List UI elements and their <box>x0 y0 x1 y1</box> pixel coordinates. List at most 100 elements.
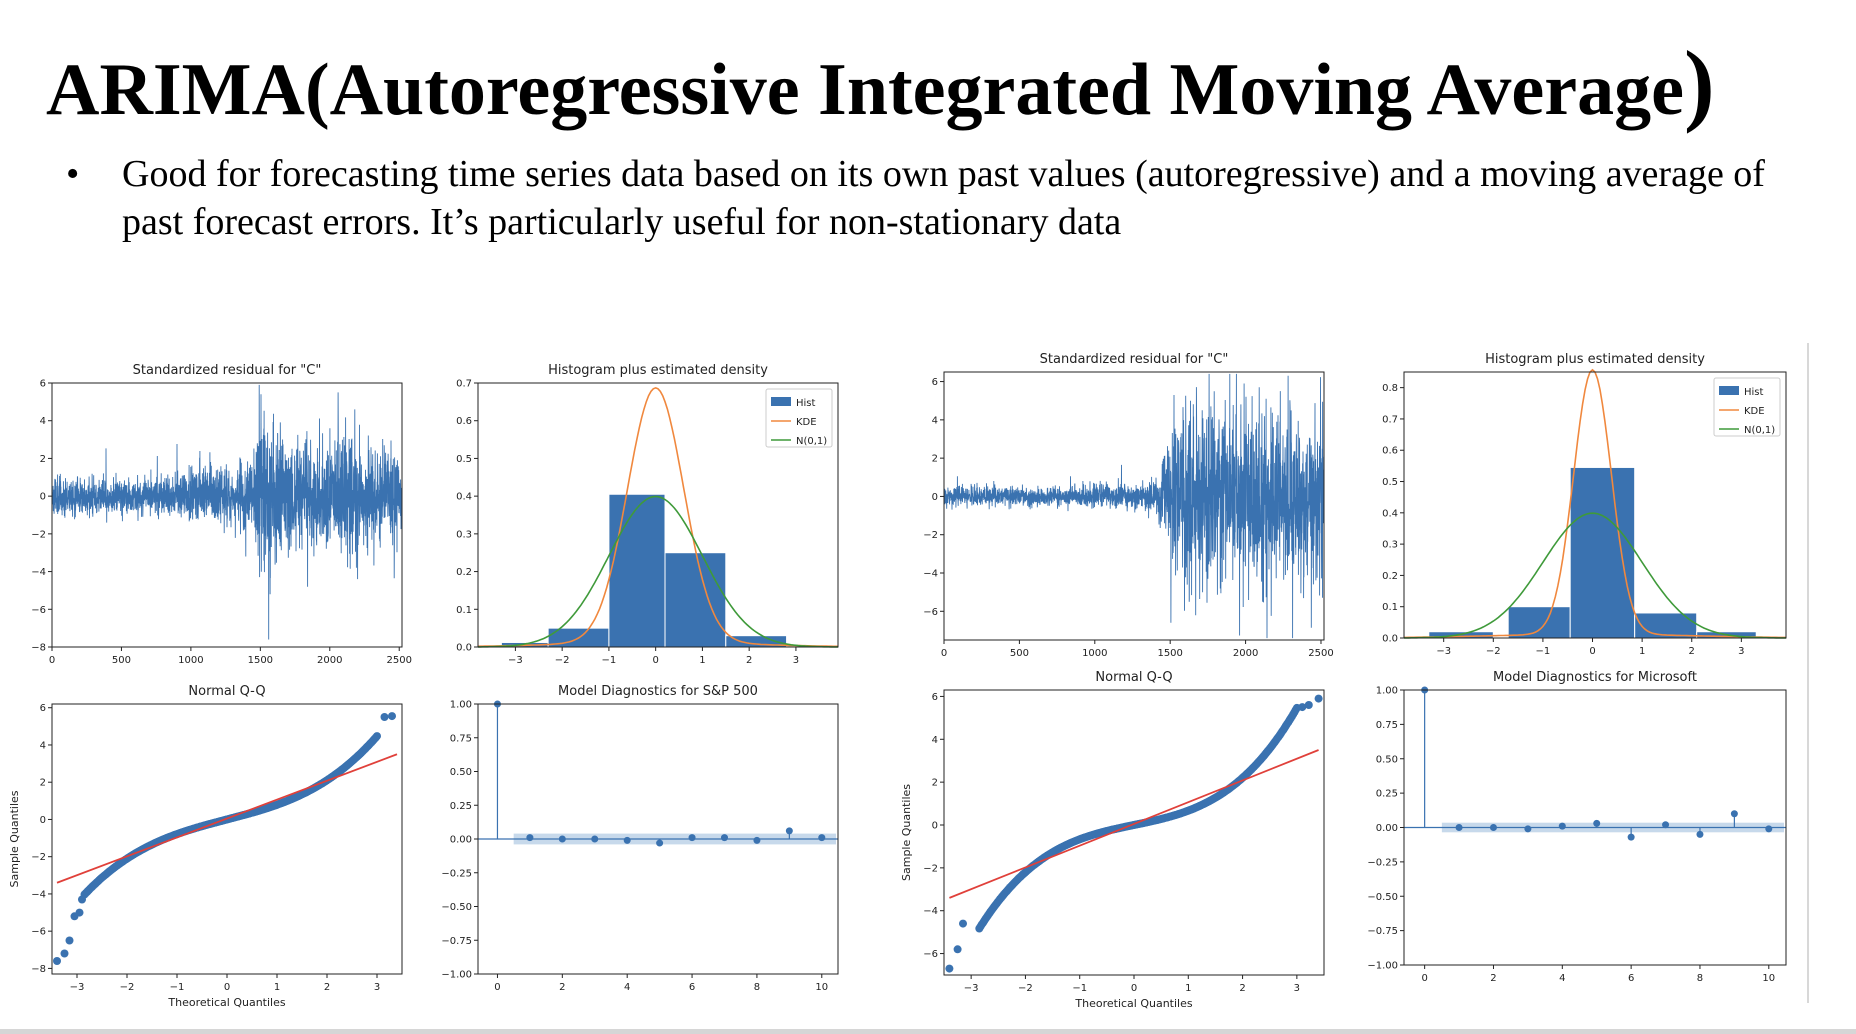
acf-marker <box>818 834 826 842</box>
y-tick-label: 0 <box>932 492 938 503</box>
x-tick-label: 1000 <box>1082 648 1107 659</box>
y-tick-label: −4 <box>923 569 938 580</box>
acf-marker <box>1455 824 1463 831</box>
x-tick-label: 0 <box>652 655 658 666</box>
y-tick-label: 0 <box>40 492 46 503</box>
y-tick-label: −2 <box>31 852 46 863</box>
y-tick-label: 0.00 <box>450 835 472 846</box>
x-tick-label: −2 <box>1018 983 1033 994</box>
x-tick-label: 3 <box>1738 646 1744 657</box>
normal-density-line <box>1404 512 1786 639</box>
legend: Hist KDE N(0,1) <box>1713 377 1781 437</box>
acf-marker <box>656 839 664 847</box>
y-tick-label: 0 <box>40 815 46 826</box>
y-tick-label: 0.50 <box>450 767 472 778</box>
x-tick-label: 500 <box>1010 648 1029 659</box>
y-tick-label: −6 <box>31 927 46 938</box>
diagnostics-panel-left: 6 4 2 0 −2 −4 −6 −8 0 500 1000 1500 2000 2500 Standard… <box>8 340 888 1025</box>
y-tick-label: 6 <box>932 377 938 388</box>
x-tick-label: 2 <box>1689 646 1695 657</box>
y-tick-label: 0.0 <box>1382 634 1398 645</box>
acf-marker <box>558 835 566 843</box>
acf-marker <box>1524 825 1532 833</box>
x-tick-label: 0 <box>224 982 230 993</box>
x-tick-label: 3 <box>374 982 380 993</box>
x-tick-label: 8 <box>754 982 760 993</box>
x-tick-label: 1 <box>699 655 705 666</box>
bullet-text: Good for forecasting time series data ba… <box>122 153 1765 243</box>
y-tick-label: 0.6 <box>1382 446 1398 457</box>
x-tick-label: 0 <box>941 648 947 659</box>
plot-frame <box>943 689 1325 976</box>
y-tick-label: −0.25 <box>441 868 472 879</box>
y-tick-label: −8 <box>31 643 46 654</box>
y-tick-label: −4 <box>31 889 46 900</box>
plot-frame <box>1403 371 1787 639</box>
x-tick-label: −2 <box>555 655 570 666</box>
histogram-plot: 0.0 0.1 0.2 0.3 0.4 0.5 0.6 0.7 −3 −2 −1 0 1 2 3 Histog… <box>456 363 839 666</box>
y-tick-label: 0.25 <box>450 801 472 812</box>
y-tick-label: 1.00 <box>1376 686 1398 697</box>
x-axis-label: Theoretical Quantiles <box>1074 997 1192 1010</box>
residual-series <box>52 384 402 640</box>
y-tick-label: 6 <box>40 379 46 390</box>
y-tick-label: 0.6 <box>456 416 472 427</box>
y-tick-label: −0.50 <box>1367 892 1398 903</box>
x-tick-label: −2 <box>120 982 135 993</box>
qq-point <box>65 936 74 945</box>
slide-title-main: ARIMA(Autoregressive Integrated Moving A… <box>46 49 1684 131</box>
x-tick-label: 3 <box>793 655 799 666</box>
acf-marker <box>526 834 534 842</box>
qq-point <box>53 957 61 965</box>
hist-bar <box>1569 466 1636 639</box>
qq-point <box>373 732 381 741</box>
x-tick-label: −3 <box>1436 646 1451 657</box>
legend-label: Hist <box>796 398 816 409</box>
x-tick-label: 2 <box>559 982 565 993</box>
y-tick-label: 0.50 <box>1376 754 1398 765</box>
chart-title: Normal Q-Q <box>188 684 265 699</box>
acf-marker <box>785 827 793 835</box>
legend-label: N(0,1) <box>1744 425 1775 436</box>
y-tick-label: −2 <box>31 529 46 540</box>
y-tick-label: 0.1 <box>456 605 472 616</box>
plot-frame <box>51 703 403 975</box>
y-tick-label: 0.7 <box>1382 414 1398 425</box>
y-tick-label: 2 <box>40 454 46 465</box>
x-axis-label: Theoretical Quantiles <box>167 996 285 1009</box>
x-tick-label: 0 <box>1131 983 1137 994</box>
hist-bar <box>664 552 727 648</box>
acf-marker <box>1489 824 1497 831</box>
qq-plot: 6 4 2 0 −2 −4 −6 −3 −2 −1 0 1 2 3 Normal Q-Q Theoretica… <box>900 670 1325 1010</box>
qq-point <box>1304 701 1313 709</box>
residual-series <box>944 373 1324 639</box>
x-tick-label: 4 <box>1559 973 1565 984</box>
x-tick-label: 0 <box>1421 973 1427 984</box>
y-tick-label: 0.4 <box>456 492 472 503</box>
y-tick-label: 4 <box>40 740 46 751</box>
plot-frame <box>51 382 403 648</box>
acf-marker <box>591 835 599 843</box>
y-tick-label: 0.0 <box>456 643 472 654</box>
kde-line <box>477 387 838 648</box>
legend-label: KDE <box>1744 406 1765 417</box>
x-tick-label: 10 <box>815 982 828 993</box>
x-tick-label: 2000 <box>1233 648 1258 659</box>
y-axis-label: Sample Quantiles <box>8 790 21 887</box>
x-tick-label: −1 <box>602 655 617 666</box>
x-tick-label: 0 <box>49 655 55 666</box>
y-tick-label: 0.4 <box>1382 508 1398 519</box>
y-tick-label: −6 <box>923 949 938 960</box>
acf-marker <box>753 836 761 844</box>
y-tick-label: 6 <box>40 703 46 714</box>
legend-label: N(0,1) <box>796 436 827 447</box>
qq-reference-line <box>56 753 398 884</box>
plot-area <box>944 690 1324 975</box>
y-tick-label: −2 <box>923 530 938 541</box>
qq-point <box>78 895 86 904</box>
x-tick-label: −3 <box>508 655 523 666</box>
chart-title: Model Diagnostics for S&P 500 <box>558 684 758 699</box>
bullet-marker: • <box>66 153 80 195</box>
legend-label: KDE <box>796 417 817 428</box>
